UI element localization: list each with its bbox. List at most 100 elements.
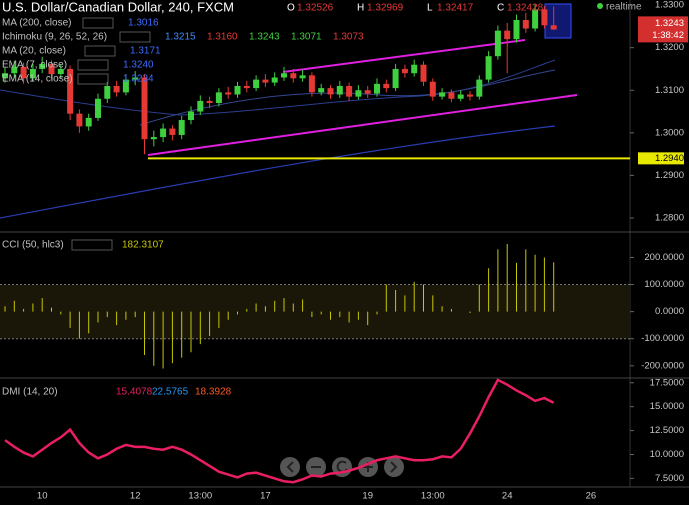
ohlc-value: 1.32969 [367,3,404,14]
candle-body [243,85,250,89]
y-tick-label: 17.5000 [650,377,684,388]
cci-band [0,284,630,339]
candle-body [346,85,353,97]
realtime-label: realtime [606,2,642,13]
candle-body [550,25,557,30]
ohlc-value: 1.32428 [507,3,544,14]
x-tick-label: 13:00 [421,491,445,502]
indicator-controls [77,59,109,71]
candle-body [411,64,418,74]
ohlc-key: L [427,3,433,14]
candle-body [327,88,334,95]
candle-body [188,111,194,121]
indicator-name: MA (200, close) [2,18,71,29]
y-tick-label: 1.3300 [655,0,684,11]
indicator-name: EMA (14, close) [2,74,73,85]
indicator-value: 1.3243 [249,32,280,43]
indicator-controls [84,45,116,57]
candle-body [29,68,36,79]
y-tick-label: 0.0000 [655,306,684,317]
candle-body [513,20,520,40]
indicator-value: 1.3171 [130,46,161,57]
support-tag-label: 1.2940 [655,153,684,164]
candle-body [57,68,64,75]
y-tick-label: 7.5000 [655,473,684,484]
candle-body [467,94,473,97]
candle-body [20,66,27,79]
candle-body [253,79,260,89]
candle-body [178,120,185,135]
scroll-left-button[interactable] [280,457,300,477]
y-tick-label: 10.0000 [650,449,684,460]
candle-body [39,63,46,69]
ohlc-key: H [357,3,364,14]
candle-body [48,63,55,75]
indicator-name: DMI (14, 20) [2,387,58,398]
candle-body [494,30,501,57]
ohlc-key: O [287,3,295,14]
candle-body [67,68,74,114]
ma-200-line [0,125,556,219]
candle-body [234,85,241,95]
indicator-value: 182.3107 [122,240,164,251]
indicator-name: Ichimoku (9, 26, 52, 26) [2,32,107,43]
candle-body [485,56,492,80]
candle-body [197,100,204,112]
last-price-label: 1.3243 [655,18,684,29]
x-tick-label: 19 [362,491,373,502]
candle-body [476,79,483,97]
candle-body [85,117,92,127]
last-price-tag [638,16,688,43]
candle-body [308,75,315,93]
candle-body [76,113,83,127]
candle-body [439,92,446,97]
candle-body [169,128,176,135]
ichimoku-box [544,3,572,39]
indicator-controls [71,239,113,251]
indicator-controls [82,17,114,29]
x-tick-label: 17 [260,491,271,502]
candle-body [113,85,120,93]
x-tick-label: 13:00 [188,491,212,502]
indicator-value: 22.5765 [152,387,189,398]
y-tick-label: 100.0000 [644,279,684,290]
indicator-value: 1.3240 [123,60,154,71]
candle-body [355,90,362,97]
candle-body [141,77,148,140]
candle-body [206,100,213,104]
indicator-value: 1.3071 [291,32,322,43]
scroll-right-button[interactable] [384,457,404,477]
indicator-value: 1.3215 [165,32,196,43]
indicator-value: 1.3016 [128,18,159,29]
candle-body [132,77,139,80]
button-icons [286,461,398,473]
dmi-line [4,378,555,484]
candle-body [122,79,129,93]
y-tick-label: 1.3200 [655,42,684,53]
x-tick-label: 26 [586,491,597,502]
candle-body [299,75,306,79]
ohlc-value: 1.32417 [437,3,474,14]
candle-body [541,9,548,26]
candle-body [262,79,269,83]
channel-lower [147,94,578,156]
y-tick-label: 1.3000 [655,127,684,138]
y-tick-label: 12.5000 [650,425,684,436]
ohlc-key: C [497,3,504,14]
candle-body [364,90,371,94]
ma-line [0,59,556,116]
candle-body [420,64,427,82]
y-tick-label: 1.2900 [655,170,684,181]
candle-body [290,73,297,79]
candle-body [215,92,222,104]
support-tag [638,152,684,165]
ohlc-value: 1.32526 [297,3,334,14]
indicator-name: EMA (7, close) [2,60,67,71]
candle-body [522,20,529,29]
candle-body [225,92,232,95]
indicator-controls [77,73,109,85]
candle-body [281,73,287,78]
candle-body [160,128,167,138]
